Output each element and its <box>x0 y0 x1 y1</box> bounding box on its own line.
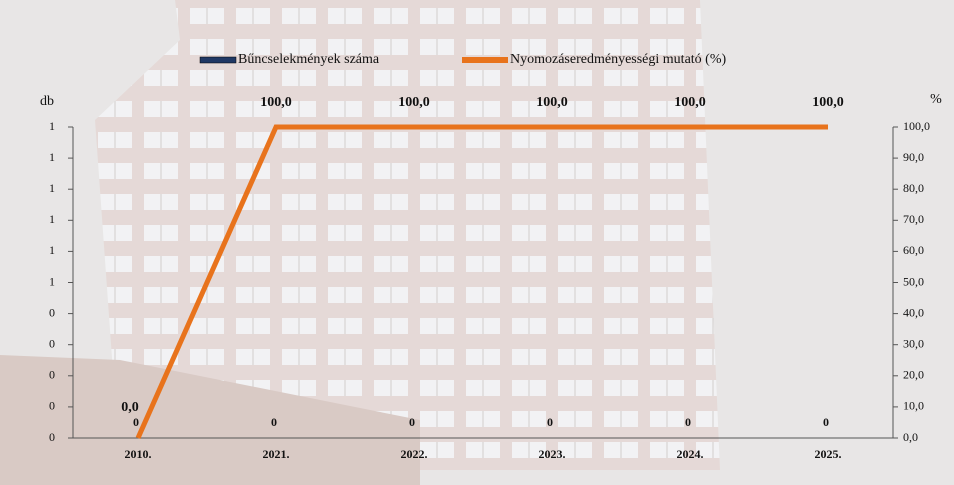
y2-tick-label: 40,0 <box>903 305 924 319</box>
y2-tick-label: 50,0 <box>903 274 924 288</box>
bar-value-label: 0 <box>685 415 691 429</box>
y-tick-label: 0 <box>49 336 55 350</box>
y2-tick-label: 80,0 <box>903 181 924 195</box>
y-tick-label: 1 <box>49 181 55 195</box>
line-value-label: 100,0 <box>398 95 430 110</box>
x-tick-label: 2021. <box>263 447 290 461</box>
y-axis-label: db <box>40 94 54 109</box>
y-tick-label: 1 <box>49 274 55 288</box>
bar-value-label: 0 <box>271 415 277 429</box>
y-tick-label: 0 <box>49 305 55 319</box>
x-tick-label: 2023. <box>539 447 566 461</box>
bar-value-label: 0 <box>409 415 415 429</box>
bar-value-label: 0 <box>823 415 829 429</box>
y2-tick-label: 30,0 <box>903 336 924 350</box>
line-value-label: 100,0 <box>812 95 844 110</box>
y2-tick-label: 90,0 <box>903 150 924 164</box>
legend-text: Nyomozáseredményességi mutató (%) <box>510 52 726 67</box>
y2-tick-label: 70,0 <box>903 212 924 226</box>
y-tick-label: 0 <box>49 368 55 382</box>
y2-tick-label: 60,0 <box>903 243 924 257</box>
y2-tick-label: 10,0 <box>903 399 924 413</box>
legend-text: Bűncselekmények száma <box>238 52 380 67</box>
bar-value-label: 0 <box>547 415 553 429</box>
y2-tick-label: 0,0 <box>903 430 918 444</box>
line-value-label: 100,0 <box>674 95 706 110</box>
x-tick-label: 2010. <box>125 447 152 461</box>
y-tick-label: 1 <box>49 243 55 257</box>
y2-axis-label: % <box>930 92 942 107</box>
y-tick-label: 0 <box>49 399 55 413</box>
y-tick-label: 1 <box>49 119 55 133</box>
line-value-label: 100,0 <box>536 95 568 110</box>
y-tick-label: 0 <box>49 430 55 444</box>
y-tick-label: 1 <box>49 150 55 164</box>
y2-tick-label: 100,0 <box>903 119 930 133</box>
legend-swatch <box>199 56 237 64</box>
line-value-label: 0,0 <box>121 400 139 415</box>
x-tick-label: 2022. <box>401 447 428 461</box>
line-value-label: 100,0 <box>260 95 292 110</box>
bar-value-label: 0 <box>133 415 139 429</box>
y2-tick-label: 20,0 <box>903 368 924 382</box>
x-tick-label: 2025. <box>815 447 842 461</box>
line-series <box>135 124 828 440</box>
x-tick-label: 2024. <box>677 447 704 461</box>
y-tick-label: 1 <box>49 212 55 226</box>
